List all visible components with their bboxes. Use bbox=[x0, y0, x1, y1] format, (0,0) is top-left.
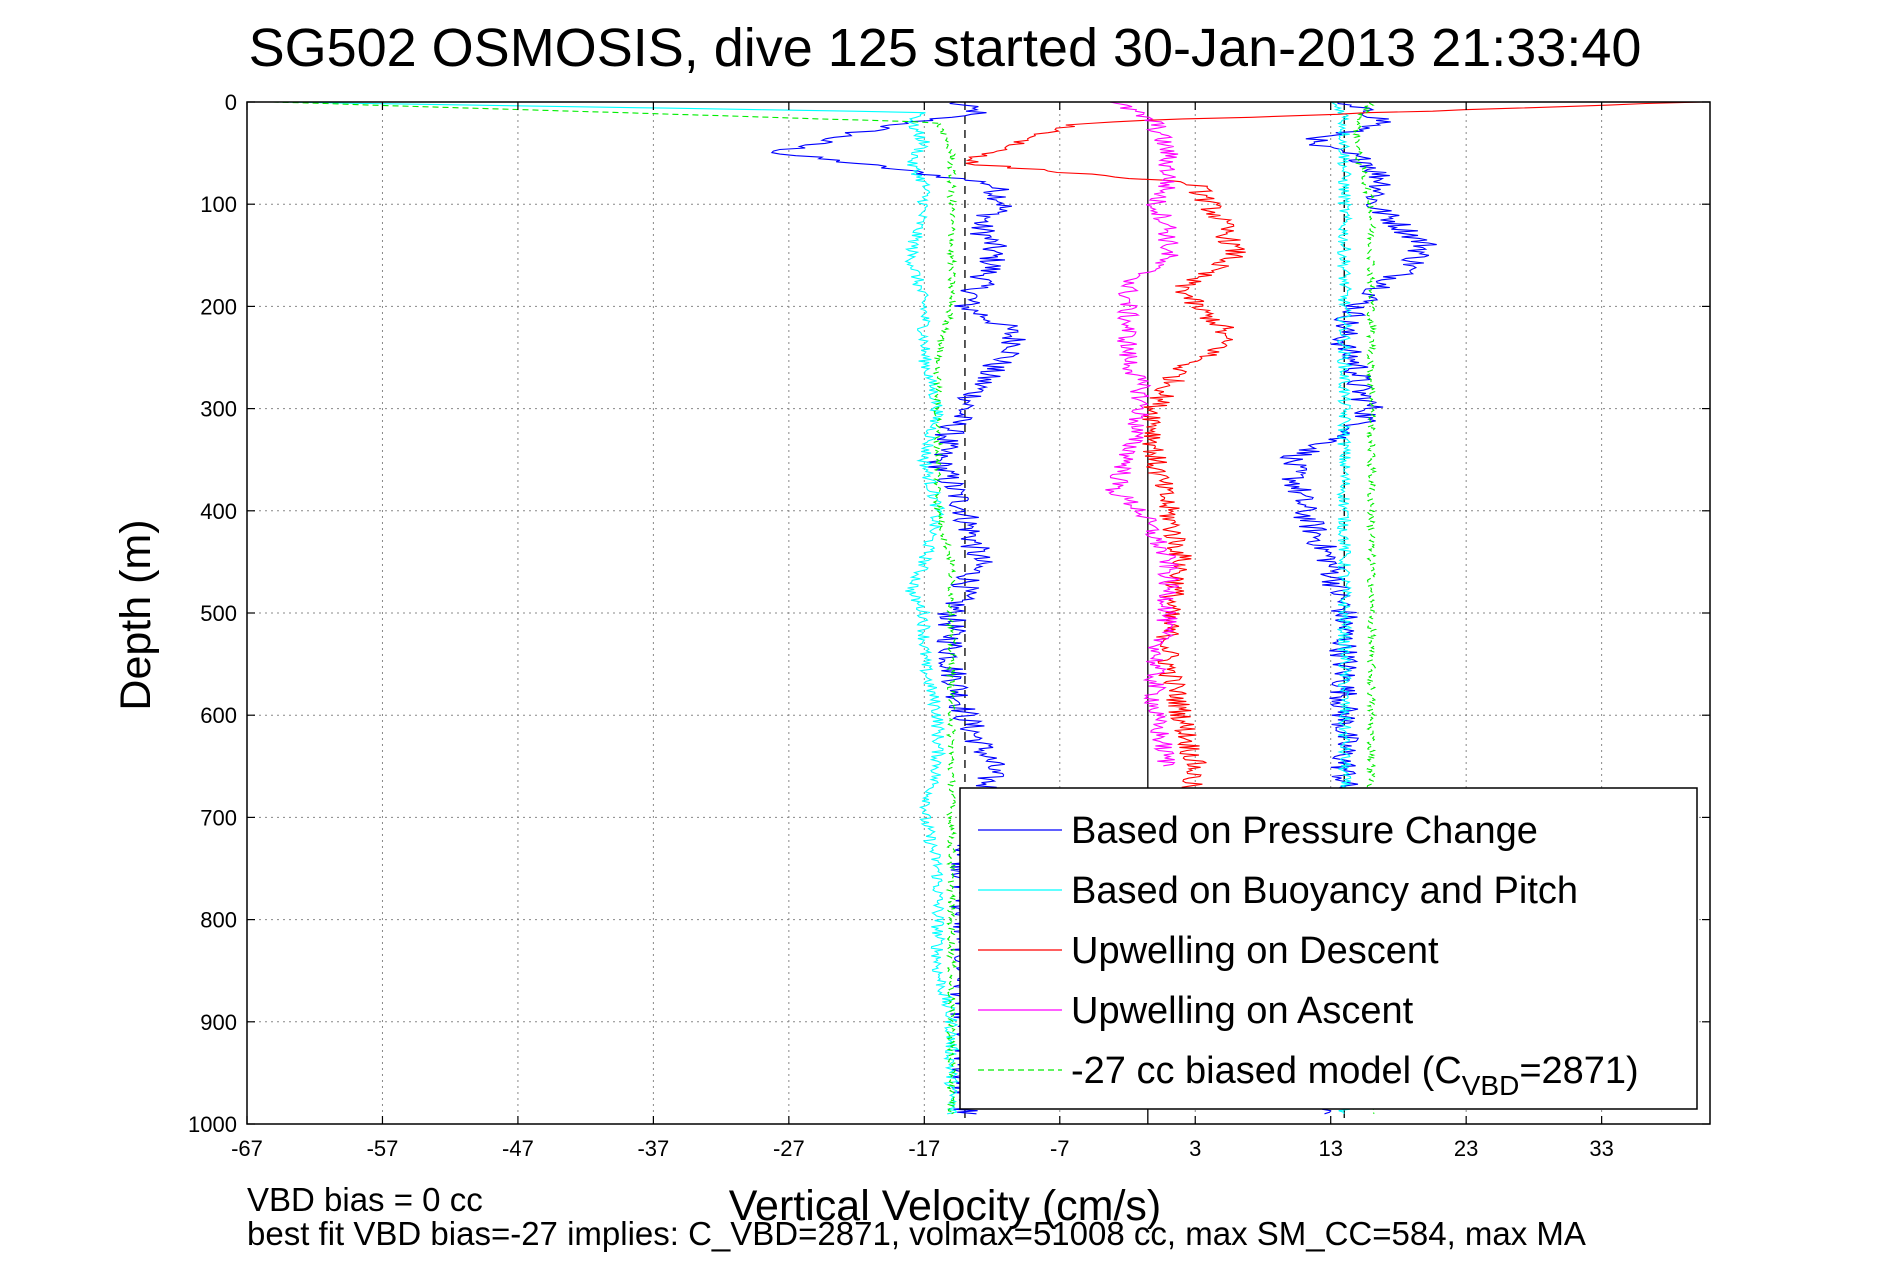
series-3 bbox=[965, 101, 1705, 817]
y-tick-label: 800 bbox=[200, 908, 237, 933]
x-tick-label: -37 bbox=[637, 1136, 669, 1161]
y-tick-label: 900 bbox=[200, 1010, 237, 1035]
footer-best-fit: best fit VBD bias=-27 implies: C_VBD=287… bbox=[247, 1215, 1586, 1252]
y-tick-label: 100 bbox=[200, 192, 237, 217]
x-tick-label: -27 bbox=[773, 1136, 805, 1161]
chart-title: SG502 OSMOSIS, dive 125 started 30-Jan-2… bbox=[249, 18, 1642, 78]
x-tick-label: -57 bbox=[367, 1136, 399, 1161]
x-axis-label: Vertical Velocity (cm/s) bbox=[729, 1182, 1162, 1230]
legend-box bbox=[959, 787, 1698, 1110]
x-tick-label: -17 bbox=[908, 1136, 940, 1161]
legend-subscript: VBD bbox=[1462, 1070, 1520, 1101]
series-5 bbox=[272, 101, 1378, 1115]
legend-label: Based on Buoyancy and Pitch bbox=[1071, 870, 1578, 912]
footer-vbd-bias: VBD bias = 0 cc bbox=[247, 1181, 483, 1218]
x-tick-label: 3 bbox=[1189, 1136, 1201, 1161]
y-tick-label: 1000 bbox=[188, 1112, 237, 1137]
legend-label: Upwelling on Descent bbox=[1071, 930, 1439, 972]
y-tick-label: 600 bbox=[200, 703, 237, 728]
series-line bbox=[965, 101, 1705, 817]
x-tick-label: -47 bbox=[502, 1136, 534, 1161]
legend-label: Upwelling on Ascent bbox=[1071, 990, 1414, 1032]
x-tick-label: 13 bbox=[1318, 1136, 1342, 1161]
series-line bbox=[1105, 101, 1180, 767]
legend-label: Based on Pressure Change bbox=[1071, 810, 1538, 852]
series-line-ascent bbox=[1352, 101, 1378, 1114]
series-4 bbox=[1105, 101, 1180, 767]
y-tick-label: 200 bbox=[200, 294, 237, 319]
y-tick-label: 300 bbox=[200, 397, 237, 422]
axis-ticks: -67 -57 -47 -37 -27 -17 -7 3 13 23 33 0 100 200 300 400… bbox=[188, 90, 1710, 1161]
x-tick-label: 33 bbox=[1589, 1136, 1613, 1161]
series-line-descent bbox=[272, 101, 958, 1115]
y-axis-label: Depth (m) bbox=[112, 519, 160, 710]
y-tick-label: 0 bbox=[225, 90, 237, 115]
y-tick-label: 700 bbox=[200, 805, 237, 830]
x-tick-label: -67 bbox=[231, 1136, 263, 1161]
legend-suffix: =2871) bbox=[1519, 1050, 1638, 1092]
y-tick-label: 500 bbox=[200, 601, 237, 626]
x-tick-label: 23 bbox=[1454, 1136, 1478, 1161]
x-tick-label: -7 bbox=[1050, 1136, 1070, 1161]
legend: Based on Pressure Change Based on Buoyanc… bbox=[959, 787, 1698, 1110]
series-line-descent bbox=[276, 101, 960, 1115]
y-tick-label: 400 bbox=[200, 499, 237, 524]
